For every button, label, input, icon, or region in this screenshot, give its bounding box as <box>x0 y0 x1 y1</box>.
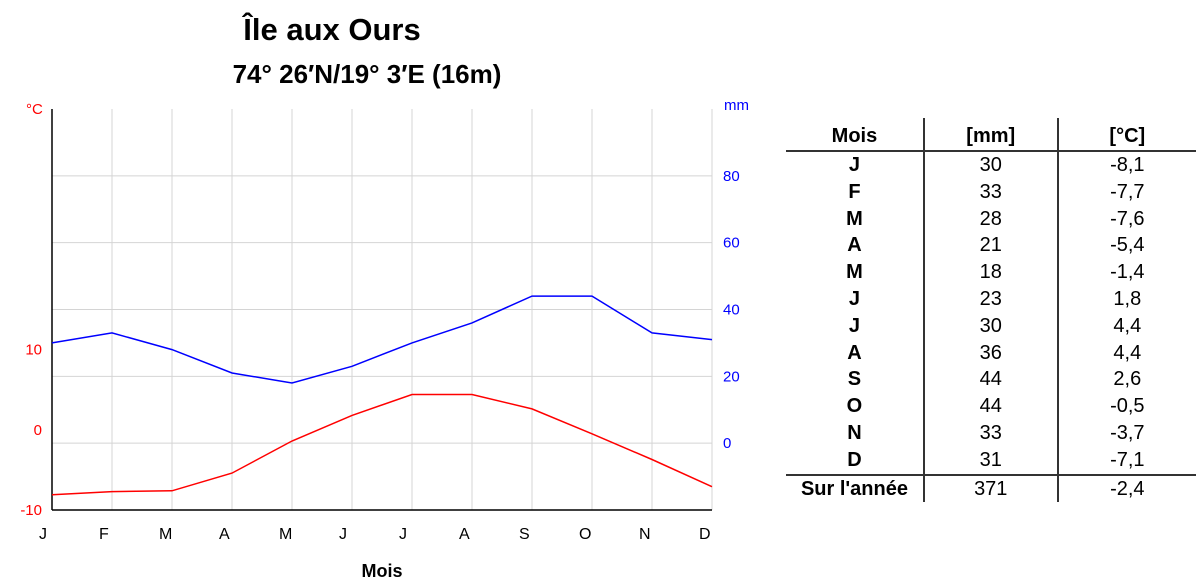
table-row: F 33 -7,7 <box>786 178 1196 206</box>
left-axis-unit: °C <box>26 101 43 118</box>
right-tick-label: 80 <box>723 168 740 185</box>
table-header-row: Mois [mm] [°C] <box>786 118 1196 152</box>
cell-temperature: 2,6 <box>1056 366 1196 394</box>
chart-subtitle: 74° 26′N/19° 3′E (16m) <box>233 59 502 89</box>
climate-chart: Île aux Ours 74° 26′N/19° 3′E (16m) °C m… <box>20 11 749 581</box>
header-temperature: [°C] <box>1056 118 1196 152</box>
right-axis-unit: mm <box>724 97 749 114</box>
cell-temperature: 4,4 <box>1056 339 1196 367</box>
data-points <box>51 296 713 495</box>
cell-precipitation: 30 <box>922 151 1058 179</box>
cell-precipitation: 33 <box>922 178 1058 206</box>
table-row: D 31 -7,1 <box>786 446 1196 475</box>
table-row: A 36 4,4 <box>786 339 1196 367</box>
x-tick-label: J <box>399 526 407 543</box>
cell-temperature: 4,4 <box>1056 312 1196 340</box>
x-tick-label: M <box>159 526 172 543</box>
cell-month: S <box>847 368 862 391</box>
x-tick-label: A <box>219 526 230 543</box>
right-tick-label: 40 <box>723 302 740 319</box>
left-tick-label: 0 <box>34 422 42 439</box>
cell-temperature: -7,1 <box>1056 446 1196 475</box>
total-label: Sur l'année <box>786 473 924 503</box>
cell-month: M <box>846 261 863 284</box>
x-tick-label: F <box>99 526 109 543</box>
x-tick-label: J <box>39 526 47 543</box>
cell-temperature: -8,1 <box>1056 151 1196 179</box>
table-row: J 30 -8,1 <box>786 151 1196 179</box>
precipitation-line <box>51 295 713 384</box>
table-total-row: Sur l'année 371 -2,4 <box>786 473 1196 503</box>
header-month: Mois <box>786 118 924 152</box>
x-tick-label: D <box>699 526 711 543</box>
cell-temperature: -0,5 <box>1056 393 1196 420</box>
table-row: M 28 -7,6 <box>786 205 1196 233</box>
cell-precipitation: 21 <box>922 232 1058 260</box>
table-row: A 21 -5,4 <box>786 232 1196 260</box>
x-tick-label: N <box>639 526 651 543</box>
cell-temperature: -3,7 <box>1056 419 1196 447</box>
cell-month: A <box>847 234 862 257</box>
left-tick-label: 10 <box>25 342 42 359</box>
cell-precipitation: 36 <box>922 339 1058 367</box>
header-precipitation: [mm] <box>922 118 1058 152</box>
x-tick-label: S <box>519 526 530 543</box>
cell-month: A <box>847 341 862 364</box>
table-row: S 44 2,6 <box>786 366 1196 394</box>
cell-month: J <box>848 287 861 310</box>
table-row: J 30 4,4 <box>786 312 1196 340</box>
cell-temperature: -7,6 <box>1056 205 1196 233</box>
cell-precipitation: 31 <box>922 446 1058 475</box>
cell-temperature: 1,8 <box>1056 285 1196 313</box>
x-axis-label: Mois <box>361 561 402 581</box>
table-row: O 44 -0,5 <box>786 393 1196 420</box>
left-tick-label: -10 <box>20 502 42 519</box>
cell-month: J <box>848 314 861 337</box>
cell-month: D <box>847 448 862 471</box>
right-tick-label: 0 <box>723 435 731 452</box>
chart-title: Île aux Ours <box>241 11 420 47</box>
cell-temperature: -5,4 <box>1056 232 1196 260</box>
cell-precipitation: 44 <box>922 393 1058 420</box>
left-axis-ticks: 10 0 -10 <box>20 342 42 519</box>
temperature-line <box>51 393 713 496</box>
cell-precipitation: 30 <box>922 312 1058 340</box>
right-axis-ticks: 80 60 40 20 0 <box>723 168 740 452</box>
cell-precipitation: 18 <box>922 259 1058 286</box>
cell-month: M <box>846 207 863 230</box>
cell-precipitation: 33 <box>922 419 1058 447</box>
cell-temperature: -7,7 <box>1056 178 1196 206</box>
cell-precipitation: 23 <box>922 285 1058 313</box>
cell-month: O <box>846 395 863 418</box>
right-tick-label: 60 <box>723 235 740 252</box>
total-precipitation: 371 <box>922 473 1058 503</box>
climate-table: Mois [mm] [°C] J 30 -8,1 F 33 -7,7 M 28 -7,6 A… <box>786 118 1196 503</box>
cell-precipitation: 28 <box>922 205 1058 233</box>
cell-month: N <box>847 421 862 444</box>
cell-month: J <box>848 154 861 176</box>
table-row: J 23 1,8 <box>786 285 1196 313</box>
x-tick-label: J <box>339 526 347 543</box>
cell-month: F <box>848 180 861 203</box>
right-tick-label: 20 <box>723 368 740 385</box>
cell-precipitation: 44 <box>922 366 1058 394</box>
table-row: M 18 -1,4 <box>786 259 1196 286</box>
x-tick-label: M <box>279 526 292 543</box>
total-temperature: -2,4 <box>1056 473 1196 503</box>
x-tick-label: O <box>579 526 591 543</box>
table-row: N 33 -3,7 <box>786 419 1196 447</box>
x-tick-label: A <box>459 526 470 543</box>
cell-temperature: -1,4 <box>1056 259 1196 286</box>
